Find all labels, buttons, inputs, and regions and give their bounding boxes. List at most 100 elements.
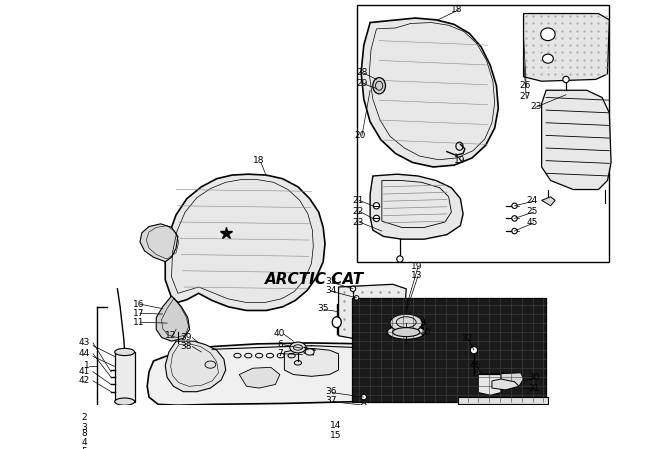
Ellipse shape: [471, 347, 478, 354]
Ellipse shape: [361, 394, 367, 400]
Text: 10: 10: [420, 328, 431, 337]
Text: 35: 35: [317, 304, 328, 313]
Text: 17: 17: [133, 308, 144, 318]
Text: 37: 37: [325, 396, 337, 405]
Polygon shape: [140, 224, 178, 262]
Text: 9: 9: [420, 318, 426, 327]
Polygon shape: [523, 13, 609, 81]
Ellipse shape: [350, 286, 356, 291]
Text: 15: 15: [330, 431, 341, 440]
Text: 20: 20: [355, 131, 366, 140]
Text: 31: 31: [528, 383, 540, 392]
Polygon shape: [239, 367, 280, 388]
Text: 2: 2: [81, 414, 87, 423]
Polygon shape: [285, 348, 339, 376]
Text: 16: 16: [133, 299, 144, 308]
Text: 32: 32: [462, 334, 473, 343]
Ellipse shape: [345, 429, 350, 434]
Ellipse shape: [563, 76, 569, 83]
Ellipse shape: [332, 317, 341, 328]
Polygon shape: [361, 18, 499, 167]
Ellipse shape: [373, 215, 380, 221]
Text: 43: 43: [79, 339, 90, 348]
Ellipse shape: [543, 54, 553, 63]
Text: 23: 23: [530, 102, 541, 111]
Ellipse shape: [305, 349, 314, 355]
Ellipse shape: [512, 229, 517, 234]
Ellipse shape: [373, 78, 385, 94]
Text: 26: 26: [519, 81, 530, 90]
Polygon shape: [147, 343, 501, 405]
Text: 14: 14: [330, 422, 341, 431]
Ellipse shape: [354, 295, 359, 300]
Text: 40: 40: [274, 330, 285, 339]
Ellipse shape: [390, 314, 422, 332]
Polygon shape: [339, 284, 406, 339]
Text: 12: 12: [165, 331, 177, 340]
Polygon shape: [352, 298, 546, 401]
Polygon shape: [478, 374, 501, 395]
Text: 28: 28: [357, 68, 368, 77]
Text: 21: 21: [352, 196, 363, 205]
Text: 11: 11: [133, 318, 144, 327]
Text: 4: 4: [81, 438, 87, 447]
Ellipse shape: [541, 28, 555, 40]
Ellipse shape: [205, 361, 216, 368]
Text: 44: 44: [79, 349, 90, 358]
Polygon shape: [147, 407, 467, 418]
Ellipse shape: [114, 398, 135, 405]
Bar: [114, 352, 135, 401]
Text: 23: 23: [352, 217, 363, 226]
Text: 30: 30: [528, 373, 540, 382]
Ellipse shape: [372, 410, 377, 415]
Text: 39: 39: [181, 333, 192, 342]
Text: 33: 33: [325, 277, 337, 286]
Ellipse shape: [393, 328, 420, 337]
Polygon shape: [478, 373, 523, 386]
Ellipse shape: [114, 348, 135, 356]
Text: 13: 13: [411, 271, 422, 280]
Text: 22: 22: [352, 207, 363, 216]
Bar: [458, 397, 548, 405]
Ellipse shape: [512, 203, 517, 208]
Bar: [357, 4, 609, 262]
Text: 25: 25: [526, 207, 538, 216]
Text: 7: 7: [277, 349, 283, 358]
Text: 8: 8: [81, 429, 87, 438]
Polygon shape: [165, 341, 226, 392]
Ellipse shape: [290, 342, 306, 353]
Text: 42: 42: [79, 376, 90, 385]
Ellipse shape: [471, 412, 477, 418]
Text: 24: 24: [526, 196, 538, 205]
Text: 38: 38: [181, 342, 192, 351]
Polygon shape: [541, 90, 611, 189]
Text: 6: 6: [277, 340, 283, 349]
Text: 45: 45: [526, 217, 538, 226]
Text: ARCTIC CAT: ARCTIC CAT: [265, 272, 363, 287]
Polygon shape: [156, 296, 190, 341]
Ellipse shape: [361, 403, 366, 408]
Text: 1: 1: [84, 361, 90, 370]
Polygon shape: [165, 174, 325, 310]
Ellipse shape: [345, 441, 350, 447]
Text: 34: 34: [325, 286, 337, 295]
Text: 29: 29: [357, 79, 368, 88]
Polygon shape: [541, 197, 555, 206]
Ellipse shape: [345, 410, 350, 415]
Text: 18: 18: [451, 4, 463, 13]
Text: 5: 5: [81, 447, 87, 449]
Text: 27: 27: [519, 92, 530, 101]
Ellipse shape: [387, 325, 425, 339]
Text: 19: 19: [411, 262, 422, 271]
Text: 3: 3: [81, 423, 87, 432]
Polygon shape: [492, 379, 519, 390]
Text: 18: 18: [253, 156, 265, 165]
Text: 19: 19: [454, 156, 465, 165]
Text: 36: 36: [325, 387, 337, 396]
Ellipse shape: [373, 202, 380, 209]
Ellipse shape: [396, 256, 403, 262]
Text: 46: 46: [469, 361, 481, 370]
Ellipse shape: [512, 216, 517, 221]
Polygon shape: [370, 174, 463, 239]
Text: 41: 41: [79, 367, 90, 376]
